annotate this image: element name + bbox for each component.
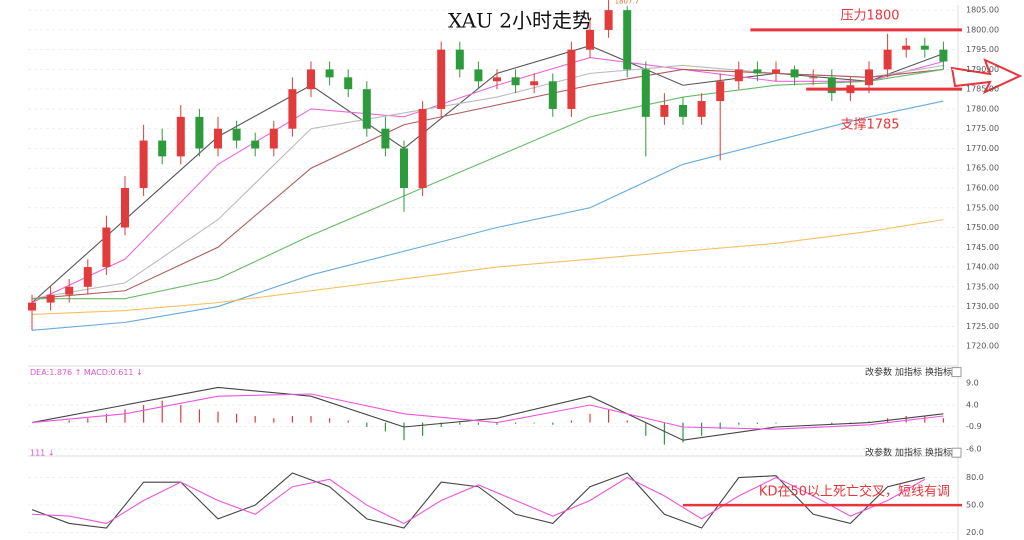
- candle-body: [474, 69, 483, 82]
- candle-body: [548, 81, 557, 109]
- annotation-text: KD在50以上死亡交叉，短线有调: [759, 484, 950, 500]
- candle-body: [362, 89, 371, 129]
- y-tick-label: 1780.00: [966, 104, 999, 113]
- y-tick-label: 1720.00: [966, 342, 999, 351]
- candle-body: [46, 294, 55, 303]
- line: [31, 393, 944, 430]
- candle-body: [511, 77, 520, 86]
- candle-body: [790, 69, 799, 78]
- candle-body: [734, 69, 743, 82]
- candle-body: [325, 69, 334, 78]
- candle-body: [455, 49, 464, 70]
- candle-body: [381, 128, 390, 149]
- candle-body: [586, 29, 594, 50]
- candle-body: [772, 69, 780, 74]
- candle-body: [920, 45, 929, 50]
- panel-button[interactable]: 改参数: [865, 447, 892, 459]
- level-label: 压力1800: [840, 8, 899, 23]
- candle-body: [83, 267, 92, 287]
- line: [31, 386, 944, 441]
- y-tick-label: 1760.00: [966, 183, 999, 192]
- candle-body: [865, 69, 873, 86]
- y-tick-label: 9.0: [966, 379, 979, 388]
- candle-body: [493, 77, 501, 82]
- chart-title: XAU 2小时走势: [448, 9, 592, 33]
- candle-body: [604, 10, 613, 30]
- candle-body: [214, 128, 222, 149]
- candle-body: [176, 116, 185, 157]
- candle-body: [307, 69, 315, 90]
- y-tick-label: 1730.00: [966, 302, 999, 311]
- candle-body: [158, 140, 167, 157]
- candle-body: [753, 69, 762, 74]
- candle-body: [65, 286, 74, 295]
- y-tick-label: 50.0: [966, 501, 984, 510]
- candle-body: [195, 116, 204, 149]
- candle-body: [28, 302, 36, 311]
- candle-body: [641, 69, 650, 117]
- candle-body: [809, 77, 818, 79]
- panel-button[interactable]: 改参数: [865, 366, 892, 378]
- candle-body: [623, 10, 632, 70]
- y-tick-label: 1745.00: [966, 243, 999, 252]
- line: [31, 476, 926, 525]
- candle-body: [288, 89, 297, 129]
- trend-arrow: [950, 58, 1023, 95]
- candle-body: [344, 77, 353, 90]
- y-tick-label: 80.0: [966, 473, 984, 482]
- y-tick-label: 1795.00: [966, 45, 999, 54]
- candle-body: [939, 49, 948, 62]
- candle-body: [827, 77, 836, 94]
- candle-body: [400, 148, 408, 188]
- line: [31, 100, 944, 331]
- candle-body: [251, 140, 260, 149]
- y-tick-label: 1800.00: [966, 25, 999, 34]
- candle-body: [121, 187, 129, 228]
- candle-body: [418, 108, 427, 188]
- panel-button[interactable]: 加指标: [895, 366, 922, 378]
- panel-button[interactable]: 加指标: [895, 447, 922, 459]
- y-tick-label: -6.0: [966, 445, 982, 454]
- y-tick-label: 1775.00: [966, 124, 999, 133]
- y-tick-label: 4.0: [966, 401, 979, 410]
- panel-header: DEA:1.876 ↑ MACD:0.611 ↓: [30, 368, 143, 377]
- y-tick-label: 1770.00: [966, 144, 999, 153]
- candle-body: [697, 101, 706, 117]
- y-tick-label: 1790.00: [966, 65, 999, 74]
- candle-body: [883, 49, 892, 70]
- candle-body: [269, 128, 278, 149]
- y-tick-label: 1765.00: [966, 164, 999, 173]
- y-tick-label: 1755.00: [966, 203, 999, 212]
- y-tick-label: 20.0: [966, 528, 984, 537]
- close-button[interactable]: [951, 447, 962, 458]
- y-tick-label: 1750.00: [966, 223, 999, 232]
- level-label: 支撑1785: [840, 118, 899, 133]
- candle-body: [232, 128, 241, 141]
- candle-body: [567, 49, 576, 109]
- candle-body: [716, 81, 725, 102]
- panel-button[interactable]: 换指标: [925, 366, 952, 378]
- y-tick-label: 1725.00: [966, 322, 999, 331]
- line: [31, 219, 944, 316]
- panel-header: 111 ↓: [30, 449, 55, 458]
- candle-body: [139, 140, 148, 188]
- candle-body: [902, 45, 911, 50]
- candle-body: [679, 104, 687, 117]
- line: [32, 68, 944, 300]
- panel-button[interactable]: 换指标: [925, 447, 952, 459]
- candle-body: [102, 227, 111, 268]
- y-tick-label: -0.9: [966, 422, 982, 431]
- y-tick-label: 1740.00: [966, 263, 999, 272]
- y-tick-label: 1735.00: [966, 282, 999, 291]
- line: [31, 68, 944, 300]
- close-button[interactable]: [951, 367, 962, 378]
- y-tick-label: 1785.00: [966, 85, 999, 94]
- y-tick-label: 1805.00: [966, 6, 999, 15]
- candle-body: [660, 104, 669, 117]
- high-label: 1807.7: [615, 0, 640, 5]
- candle-body: [530, 81, 539, 86]
- candle-body: [437, 49, 446, 109]
